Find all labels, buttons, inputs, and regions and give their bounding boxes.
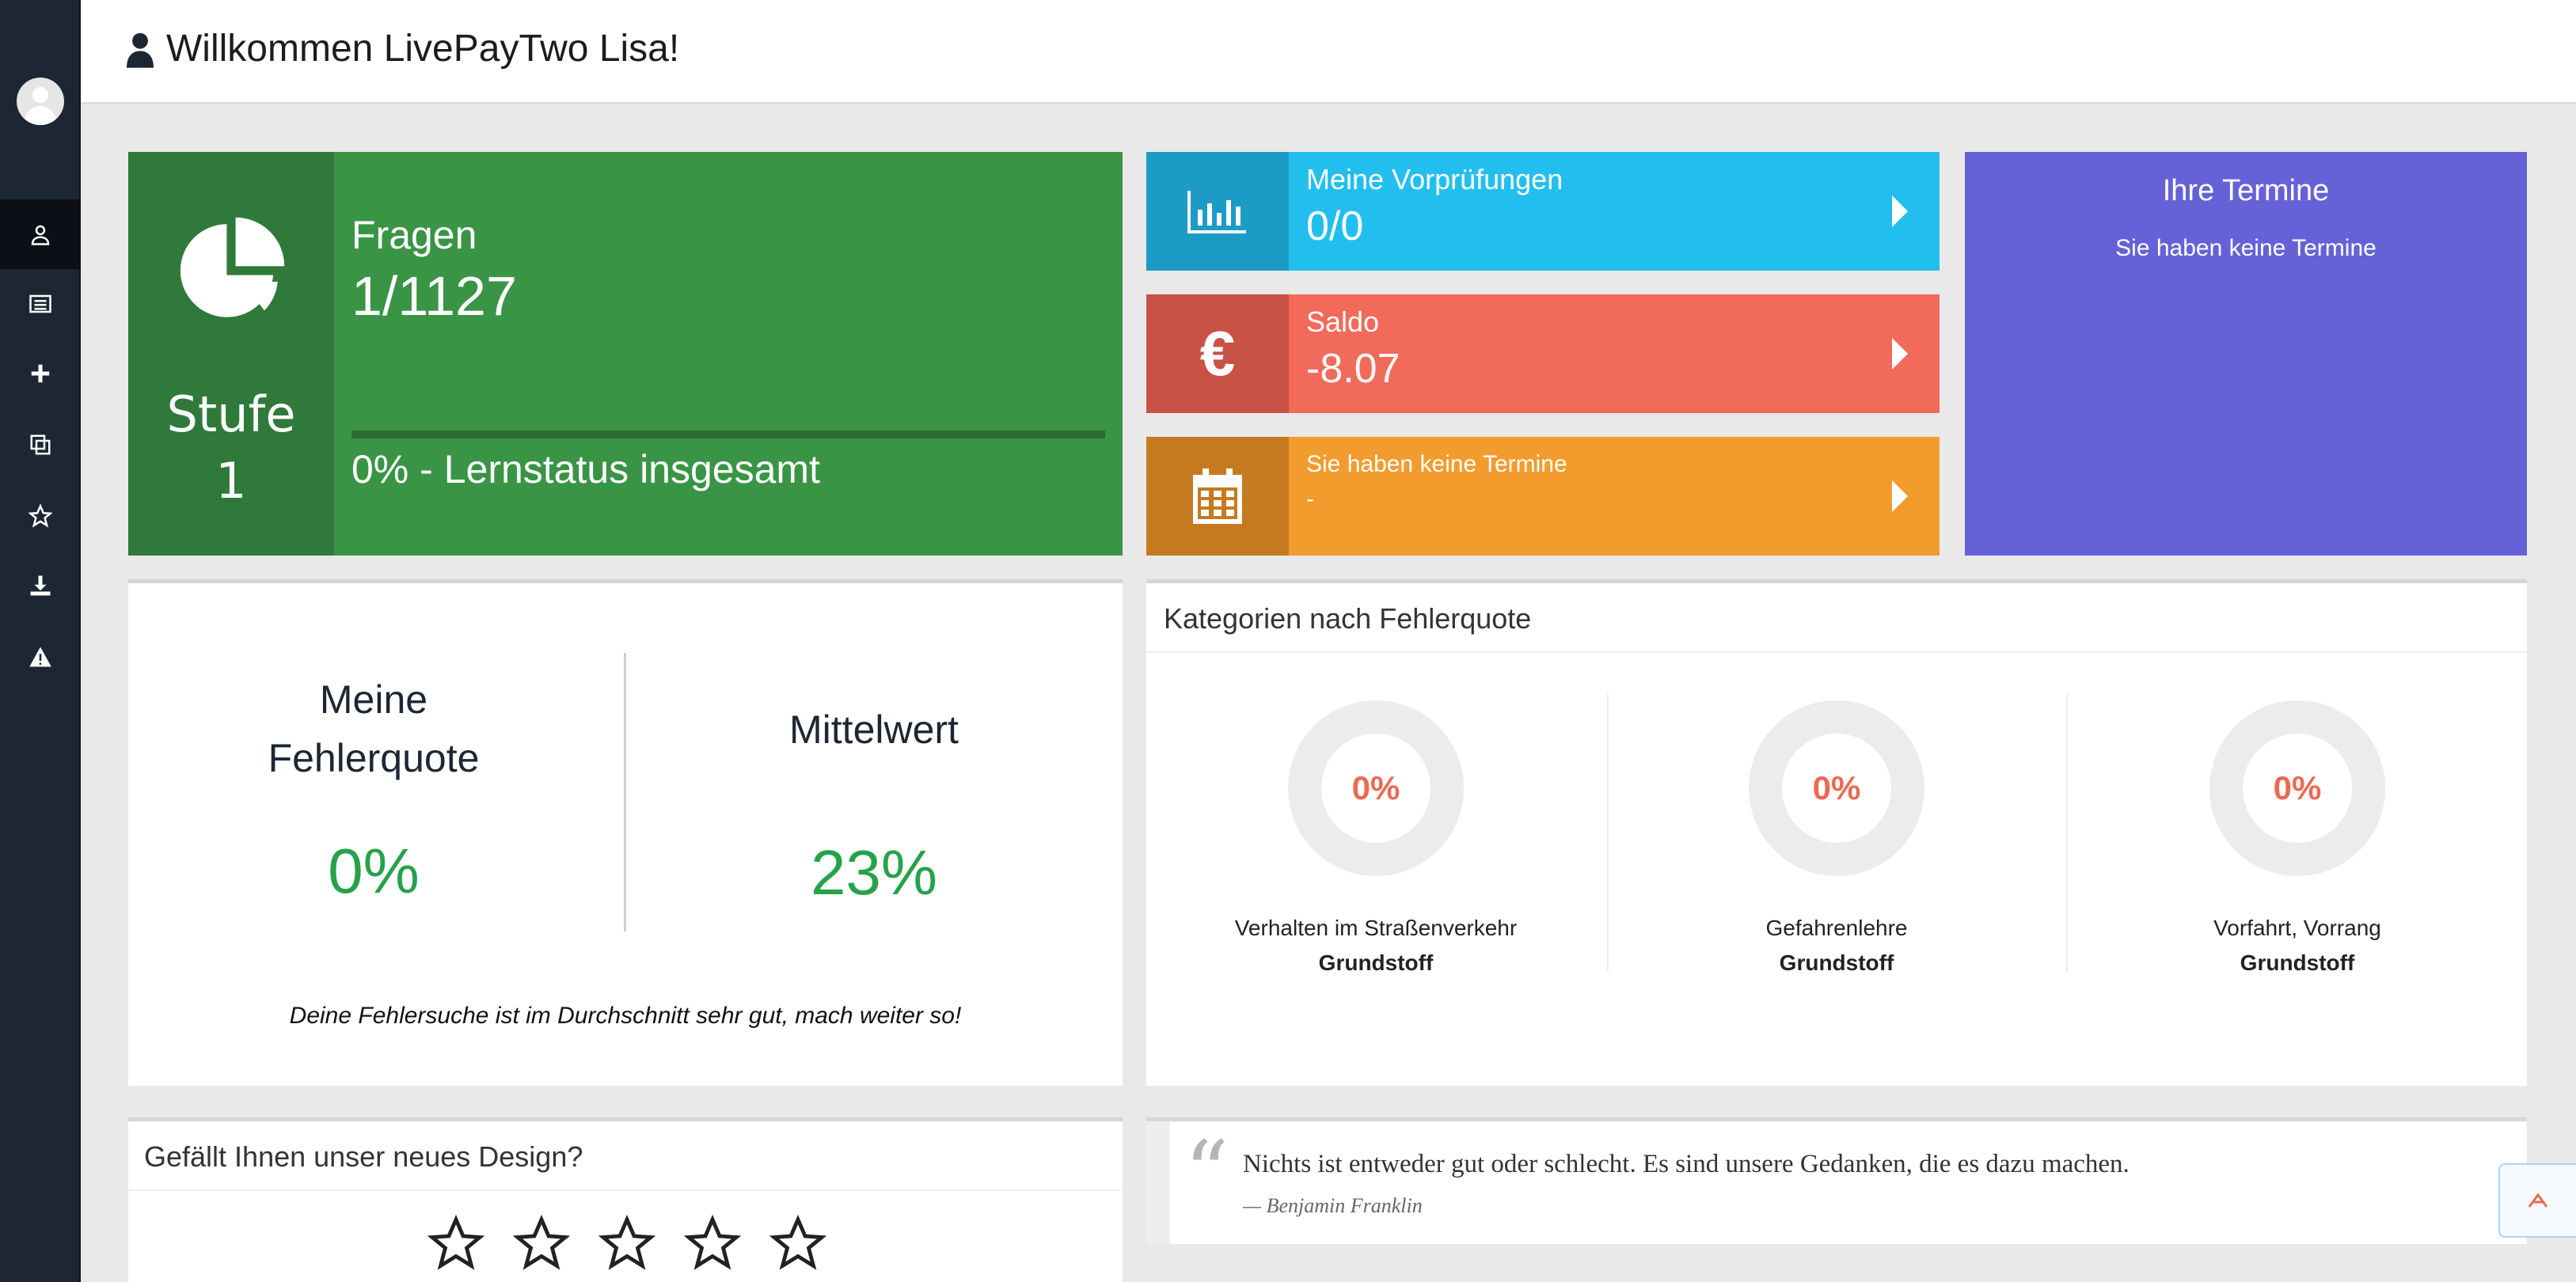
kategorie-percent-ring: 0% [1749,700,1924,876]
kategorie-percent-ring: 0% [2209,700,2385,876]
meine-fehlerquote-value: 0% [328,836,420,906]
termine-value: - [1306,486,1314,512]
bar-chart-icon [1146,152,1289,271]
caret-right-icon [1892,480,1908,512]
chevron-up-icon [2528,1193,2548,1208]
fragen-tile[interactable]: Stufe 1 Fragen 1/1127 0% - Lernstatus in… [128,152,1123,556]
termine-tile[interactable]: Sie haben keine Termine - [1146,437,1940,556]
star-icon[interactable] [769,1215,826,1272]
caret-right-icon [1892,195,1908,227]
kategorie-item[interactable]: 0% Gefahrenlehre Grundstoff [1607,700,2066,976]
kategorie-item[interactable]: 0% Vorfahrt, Vorrang Grundstoff [2068,700,2527,976]
page-header: Willkommen LivePayTwo Lisa! [81,0,2576,104]
divider [1146,651,2527,653]
kategorie-sub: Grundstoff [1318,950,1434,975]
design-rating-panel: Gefällt Ihnen unser neues Design? [128,1117,1123,1282]
fehlerquote-note: Deine Fehlersuche ist im Durchschnitt se… [289,1003,962,1029]
quote-author: — Benjamin Franklin [1243,1194,1423,1217]
kategorie-sub: Grundstoff [1779,950,1894,975]
star-icon[interactable] [684,1215,741,1272]
fragen-value: 1/1127 [351,265,517,327]
sidebar [0,0,81,1282]
page-title: Willkommen LivePayTwo Lisa! [166,28,680,70]
divider [624,653,626,931]
copy-icon [30,434,51,455]
mittelwert-label: Mittelwert [789,707,959,752]
sidebar-item-list[interactable] [0,269,81,339]
star-icon [28,504,52,528]
download-icon [30,575,51,596]
kategorie-name: Gefahrenlehre [1765,916,1908,940]
fragen-side-panel: Stufe 1 [128,152,334,556]
sidebar-item-download[interactable] [0,551,81,620]
star-icon[interactable] [513,1215,570,1272]
stufe-label: Stufe 1 [166,385,296,510]
star-icon[interactable] [427,1215,484,1272]
divider [2066,694,2068,971]
star-icon[interactable] [598,1215,655,1272]
vorpruefungen-value: 0/0 [1306,203,1364,249]
fehlerquote-panel: Meine Fehlerquote 0% Mittelwert 23% Dein… [128,579,1123,1086]
user-icon [31,225,50,245]
kategorien-title: Kategorien nach Fehlerquote [1164,602,1532,635]
sidebar-item-warning[interactable] [0,622,81,692]
lernstatus-progress-bar [351,430,1105,438]
saldo-label: Saldo [1306,305,1380,338]
quote-bar [1146,1121,1170,1244]
list-icon [29,294,51,313]
divider [128,1189,1123,1191]
sidebar-item-profile[interactable] [0,199,81,269]
kategorie-name: Vorfahrt, Vorrang [2213,916,2381,940]
quote-icon: “ [1184,1122,1229,1223]
kategorie-percent-ring: 0% [1288,700,1464,876]
pie-chart-icon [180,217,285,317]
avatar[interactable] [17,78,64,125]
sidebar-item-favorites[interactable] [0,481,81,551]
kategorie-name: Verhalten im Straßenverkehr [1234,916,1518,940]
sidebar-item-copy[interactable] [0,410,81,480]
kategorien-panel: Kategorien nach Fehlerquote 0% Verhalten… [1146,579,2527,1086]
plus-icon [31,364,50,383]
meine-fehlerquote: Meine Fehlerquote 0% [128,670,619,908]
warning-icon [29,647,51,667]
vorpruefungen-tile[interactable]: Meine Vorprüfungen 0/0 [1146,152,1940,271]
caret-right-icon [1892,338,1908,370]
saldo-value: -8.07 [1306,346,1400,392]
sidebar-item-add[interactable] [0,339,81,408]
fragen-label: Fragen [351,213,477,257]
mittelwert-value: 23% [810,837,938,908]
calendar-icon [1146,437,1289,556]
vorpruefungen-label: Meine Vorprüfungen [1306,163,1563,195]
design-rating-title: Gefällt Ihnen unser neues Design? [144,1140,583,1173]
meine-fehlerquote-label: Meine Fehlerquote [268,677,480,780]
ihre-termine-text: Sie haben keine Termine [2115,235,2377,261]
saldo-tile[interactable]: € Saldo -8.07 [1146,294,1940,413]
ihre-termine-panel: Ihre Termine Sie haben keine Termine [1965,152,2527,556]
ihre-termine-title: Ihre Termine [2162,174,2330,207]
euro-icon: € [1146,294,1289,413]
user-icon [127,32,154,68]
mittelwert: Mittelwert 23% [629,700,1119,909]
lernstatus-text: 0% - Lernstatus insgesamt [351,447,820,491]
divider [1607,694,1609,971]
quote-text: Nichts ist entweder gut oder schlecht. E… [1243,1150,2130,1178]
termine-label: Sie haben keine Termine [1306,451,1567,477]
scroll-to-top-button[interactable] [2498,1163,2576,1238]
quote-panel: “ Nichts ist entweder gut oder schlecht.… [1146,1117,2527,1244]
star-rating [427,1215,826,1272]
kategorie-sub: Grundstoff [2240,950,2355,975]
kategorie-item[interactable]: 0% Verhalten im Straßenverkehr Grundstof… [1146,700,1605,976]
